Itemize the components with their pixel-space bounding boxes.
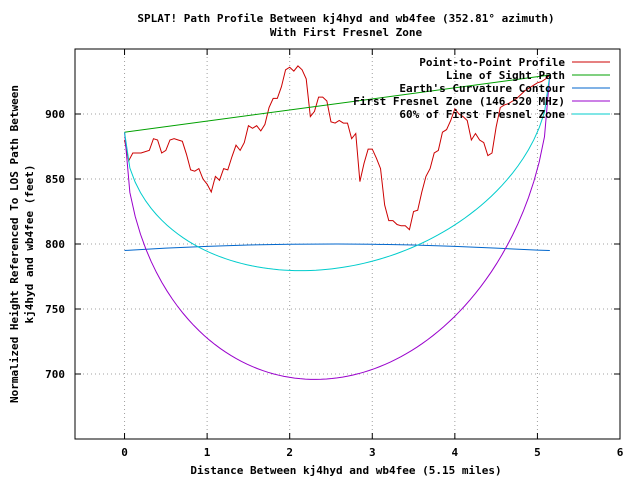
series-60-of-first-fresnel-zone — [124, 74, 551, 272]
series-point-to-point-profile — [124, 65, 551, 231]
x-tick-label: 0 — [121, 446, 128, 459]
x-tick-label: 2 — [286, 446, 293, 459]
chart-title: SPLAT! Path Profile Between kj4hyd and w… — [137, 12, 554, 25]
y-axis-label-line2: kj4hyd and wb4fee (feet) — [23, 165, 36, 324]
plot-frame — [74, 48, 621, 440]
x-tick-label: 5 — [534, 446, 541, 459]
series-first-fresnel-zone-146-520-mhz — [124, 74, 551, 380]
y-tick-label: 900 — [45, 108, 65, 121]
ticks: 0 1 2 3 4 5 6 700 750 800 850 900 — [45, 49, 624, 459]
series-layer — [124, 65, 551, 380]
y-axis-label-line1: Normalized Height Referenced To LOS Path… — [8, 85, 21, 403]
chart-subtitle: With First Fresnel Zone — [270, 26, 423, 39]
y-tick-label: 700 — [45, 368, 65, 381]
x-axis-label: Distance Between kj4hyd and wb4fee (5.15… — [190, 464, 501, 477]
legend-label: Point-to-Point Profile — [419, 56, 565, 69]
x-tick-label: 4 — [452, 446, 459, 459]
x-tick-label: 3 — [369, 446, 376, 459]
legend-label: First Fresnel Zone (146.520 MHz) — [353, 95, 565, 108]
y-tick-label: 800 — [45, 238, 65, 251]
y-tick-label: 850 — [45, 173, 65, 186]
x-tick-label: 1 — [204, 446, 211, 459]
legend-label: 60% of First Fresnel Zone — [399, 108, 565, 121]
legend-label: Line of Sight Path — [446, 69, 565, 82]
series-line-of-sight-path — [124, 74, 550, 133]
legend-label: Earth's Curvature Contour — [399, 82, 565, 95]
x-tick-label: 6 — [617, 446, 624, 459]
series-earth-s-curvature-contour — [124, 243, 550, 251]
y-tick-label: 750 — [45, 303, 65, 316]
